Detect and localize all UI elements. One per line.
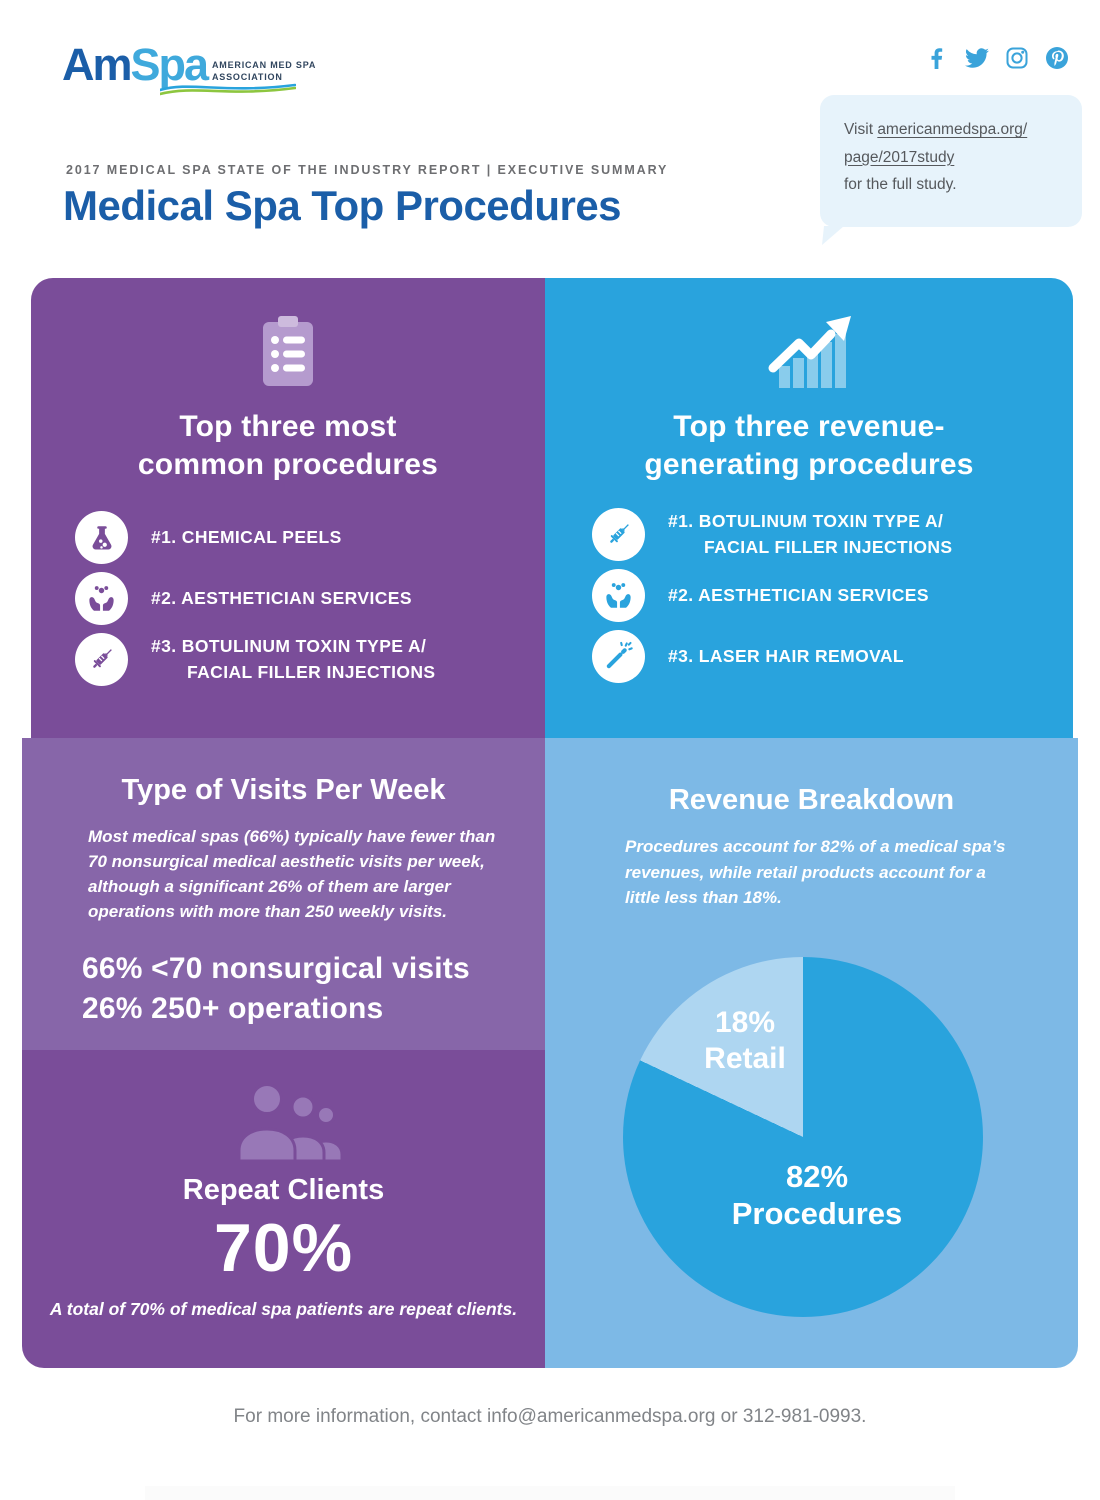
procedure-label-line1: #2. AESTHETICIAN SERVICES [668,584,929,605]
footer-prefix: For more information, contact [233,1406,487,1427]
visits-body: Most medical spas (66%) typically have f… [88,827,496,922]
procedure-label: #1. CHEMICAL PEELS [151,511,342,564]
pie-slice-label-retail: 18% Retail [704,1005,786,1077]
hands-icon [592,569,645,623]
panel-visits-per-week: Type of Visits Per Week Most medical spa… [22,738,545,1050]
logo-text-am: Am [62,39,133,90]
syringe-icon [592,508,645,562]
procedure-label: #1. BOTULINUM TOXIN TYPE A/ FACIAL FILLE… [668,508,952,561]
twitter-icon[interactable] [965,46,989,70]
page-title: Medical Spa Top Procedures [63,182,622,229]
visits-stats: 66% <70 nonsurgical visits 26% 250+ oper… [82,949,545,1031]
callout-text: Visit americanmedspa.org/ page/2017study… [820,95,1082,199]
logo-tagline-line2: ASSOCIATION [212,71,283,82]
bottom-strip [145,1486,955,1500]
procedure-label-line1: #2. AESTHETICIAN SERVICES [151,587,412,608]
procedure-label-line1: #3. BOTULINUM TOXIN TYPE A/ [151,635,427,656]
trending-chart-icon [768,316,851,388]
pie-slice-label-procedures: 82% Procedures [732,1158,903,1232]
hands-icon [75,572,128,626]
instagram-icon[interactable] [1005,46,1029,70]
list-item: #2. AESTHETICIAN SERVICES [75,572,545,626]
list-item: #3. BOTULINUM TOXIN TYPE A/ FACIAL FILLE… [75,633,545,687]
people-group-icon [237,1083,343,1162]
laser-wand-icon [592,630,645,684]
footer-email[interactable]: info@americanmedspa.org [486,1406,716,1427]
procedure-label-line2: FACIAL FILLER INJECTIONS [187,662,436,683]
panel-revenue-breakdown: Revenue Breakdown Procedures account for… [545,738,1078,1368]
procedures-percent: 82% [785,1158,849,1194]
clipboard-icon [263,316,313,386]
common-procedures-list: #1. CHEMICAL PEELS #2. AESTHETICIAN SERV… [31,511,545,687]
breakdown-body: Procedures account for 82% of a medical … [625,837,1006,907]
procedure-label-line2: FACIAL FILLER INJECTIONS [704,537,953,558]
visits-heading: Type of Visits Per Week [121,774,446,806]
logo-tagline-line1: AMERICAN MED SPA [212,60,317,70]
list-item: #2. AESTHETICIAN SERVICES [592,569,1073,623]
flask-icon [75,511,128,565]
procedure-label-line1: #3. LASER HAIR REMOVAL [668,645,905,666]
revenue-heading-line1: Top three revenue- [673,410,945,443]
revenue-pie-chart: 18% Retail 82% Procedures [623,957,983,1317]
panel-revenue-procedures: Top three revenue- generating procedures [545,278,1073,738]
footer-contact: For more information, contact info@ameri… [0,1406,1100,1428]
procedure-label-line1: #1. CHEMICAL PEELS [151,526,342,547]
callout-bubble: Visit americanmedspa.org/ page/2017study… [820,95,1082,227]
pinterest-icon[interactable] [1045,46,1069,70]
breakdown-heading: Revenue Breakdown [668,784,955,816]
callout-suffix: for the full study. [844,176,957,194]
study-link-line1[interactable]: americanmedspa.org/ [877,121,1028,138]
procedure-label-line1: #1. BOTULINUM TOXIN TYPE A/ [668,510,944,531]
procedure-label: #2. AESTHETICIAN SERVICES [668,569,929,622]
revenue-procedures-list: #1. BOTULINUM TOXIN TYPE A/ FACIAL FILLE… [545,508,1073,684]
footer-suffix: . [861,1406,867,1427]
common-procedures-heading: Top three most common procedures [31,408,545,484]
procedures-name: Procedures [731,1196,903,1231]
visits-stat-2: 26% 250+ operations [82,992,384,1026]
panel-repeat-clients: Repeat Clients 70% A total of 70% of med… [22,1050,545,1368]
logo-tagline: AMERICAN MED SPA ASSOCIATION [212,60,316,83]
syringe-icon [75,633,128,687]
revenue-procedures-heading: Top three revenue- generating procedures [545,408,1073,484]
logo-text-spa: Spa [130,39,210,90]
social-icons [925,46,1069,70]
list-item: #1. CHEMICAL PEELS [75,511,545,565]
report-eyebrow: 2017 MEDICAL SPA STATE OF THE INDUSTRY R… [66,163,669,177]
retail-name: Retail [704,1042,786,1075]
procedure-label: #3. BOTULINUM TOXIN TYPE A/ FACIAL FILLE… [151,633,435,686]
footer-middle: or [715,1406,743,1427]
logo-wave-swoosh [160,83,296,96]
repeat-clients-value: 70% [213,1210,354,1286]
footer-phone: 312-981-0993 [742,1406,862,1427]
visits-stat-1: 66% <70 nonsurgical visits [82,951,470,985]
repeat-clients-caption: A total of 70% of medical spa patients a… [49,1299,518,1319]
facebook-icon[interactable] [925,46,949,70]
procedure-label: #2. AESTHETICIAN SERVICES [151,572,412,625]
list-item: #3. LASER HAIR REMOVAL [592,630,1073,684]
callout-prefix: Visit [844,121,878,138]
repeat-clients-heading: Repeat Clients [182,1174,385,1206]
common-heading-line2: common procedures [137,448,439,482]
common-heading-line1: Top three most [179,410,397,443]
procedure-label: #3. LASER HAIR REMOVAL [668,630,904,683]
study-link-line2[interactable]: page/2017study [844,148,955,166]
panel-common-procedures: Top three most common procedures #1. CHE… [31,278,545,738]
retail-percent: 18% [714,1006,776,1039]
amspa-logo: AmSpa [62,39,210,90]
revenue-heading-line2: generating procedures [644,448,974,482]
callout-bubble-tail [822,226,844,245]
list-item: #1. BOTULINUM TOXIN TYPE A/ FACIAL FILLE… [592,508,1073,562]
